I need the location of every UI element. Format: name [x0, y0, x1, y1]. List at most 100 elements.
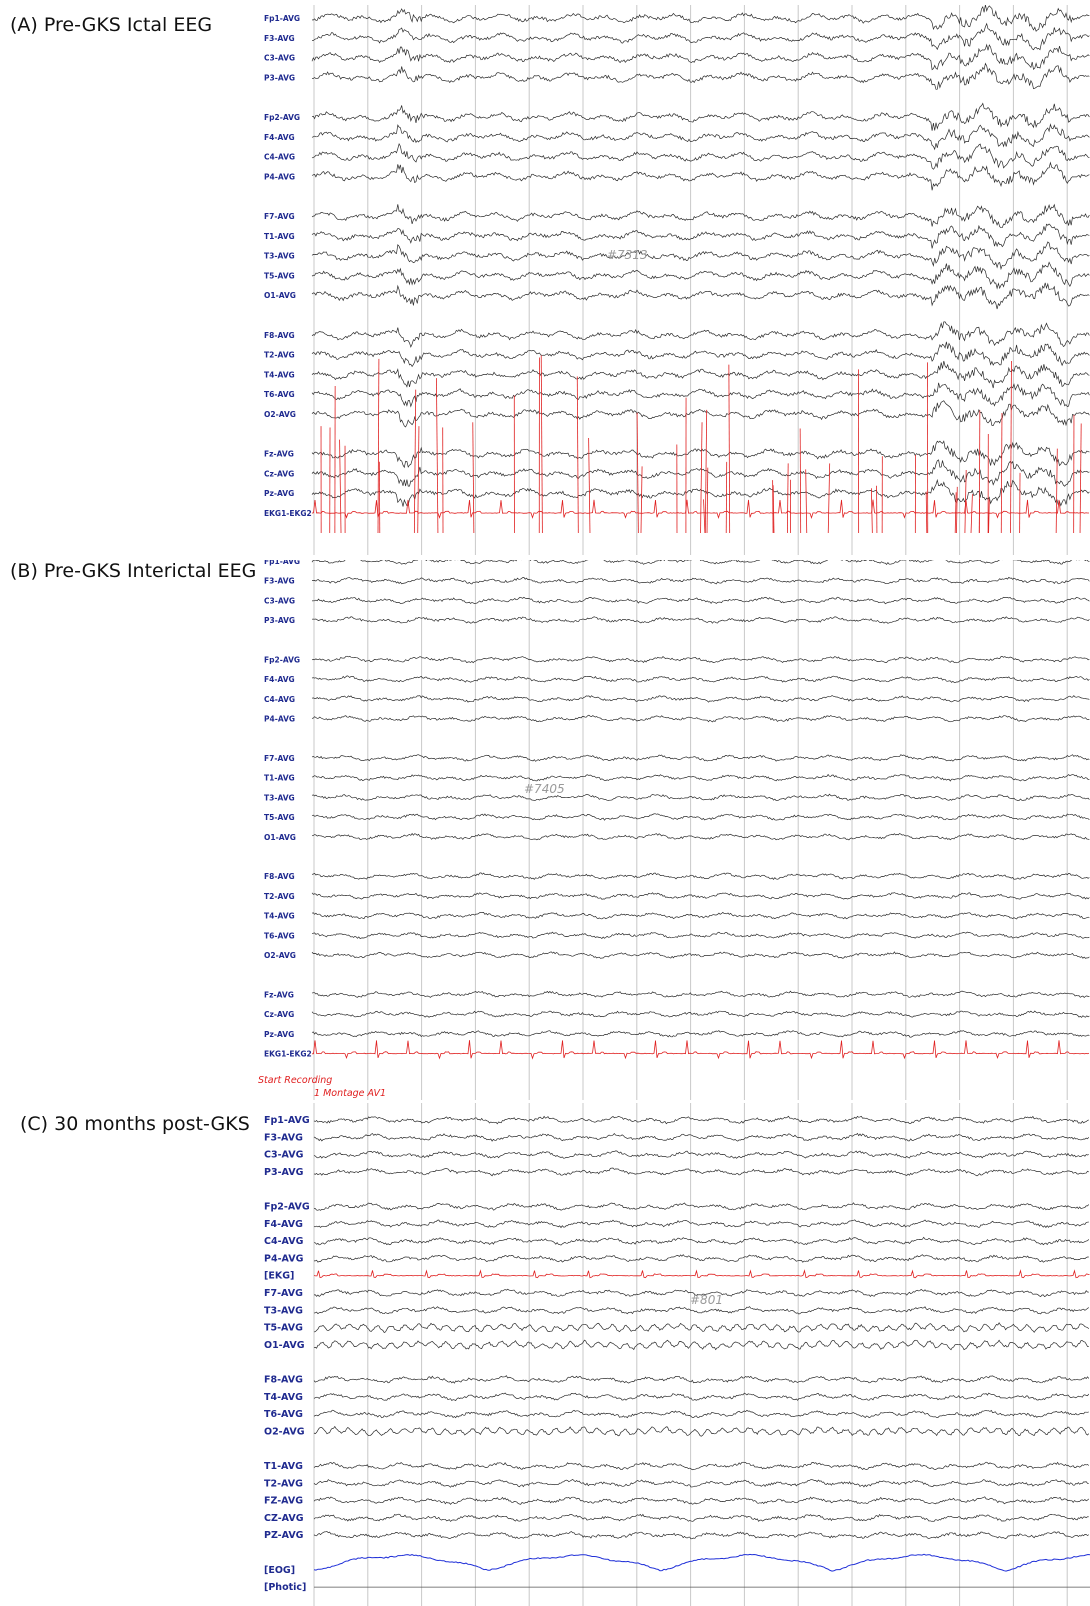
- channel-label: [EKG]: [264, 1271, 294, 1282]
- ekg-artifact-spike: [540, 355, 543, 534]
- channel-label: P4-AVG: [264, 172, 295, 181]
- trace: [311, 142, 1090, 170]
- channel-label: T5-AVG: [264, 271, 295, 280]
- channel-label: F4-AVG: [264, 675, 295, 684]
- channel-label: F3-AVG: [264, 34, 295, 43]
- trace: [313, 1496, 1090, 1505]
- trace: [311, 499, 1089, 520]
- trace: [313, 1478, 1089, 1488]
- ekg-artifact-spike: [436, 378, 439, 534]
- panel-a-title: (A) Pre-GKS Ictal EEG: [10, 14, 213, 36]
- channel-label: C4-AVG: [264, 695, 295, 704]
- trace: [311, 596, 1090, 605]
- trace: [313, 1513, 1089, 1522]
- trace: [311, 382, 1090, 408]
- trace: [311, 341, 1090, 368]
- trace: [311, 478, 1090, 507]
- panel-b-title: (B) Pre-GKS Interictal EEG: [10, 560, 257, 582]
- trace: [311, 560, 1090, 565]
- channel-label: Fz-AVG: [264, 450, 294, 459]
- page-marker-b: #7405: [524, 782, 565, 796]
- trace: [313, 1461, 1090, 1471]
- channel-label: T6-AVG: [264, 390, 295, 399]
- ekg-artifact-spike: [704, 409, 708, 534]
- trace: [311, 62, 1090, 90]
- trace: [311, 203, 1090, 229]
- channel-label: P3-AVG: [264, 1167, 304, 1178]
- channel-label: T1-AVG: [264, 1461, 303, 1472]
- eeg-panel-c: Fp1-AVG F3-AVG C3-AVG P3-AVG Fp2-AVG F4-AVG C4…: [258, 1075, 1090, 1606]
- channel-label: T3-AVG: [264, 252, 295, 261]
- trace: [311, 1040, 1090, 1060]
- channel-label: Fz-AVG: [264, 990, 294, 999]
- trace: [311, 400, 1090, 428]
- ekg-artifact-spike: [728, 364, 731, 534]
- channel-label: O2-AVG: [264, 951, 296, 960]
- trace: [314, 1254, 1089, 1263]
- ekg-artifact-spike: [1055, 448, 1058, 534]
- channel-label: Pz-AVG: [264, 1030, 294, 1039]
- trace: [311, 655, 1090, 664]
- trace: [311, 1010, 1090, 1018]
- ekg-artifact-spike: [700, 422, 703, 534]
- ekg-artifact-spike: [413, 389, 417, 534]
- channel-label: F4-AVG: [264, 133, 295, 142]
- channel-label: Fp1-AVG: [264, 1115, 310, 1126]
- channel-label: T1-AVG: [264, 232, 295, 241]
- channel-label: T2-AVG: [264, 892, 295, 901]
- trace: [311, 813, 1090, 821]
- trace: [311, 951, 1090, 959]
- channel-label: EKG1-EKG2: [264, 1050, 312, 1059]
- channel-label: EKG1-EKG2: [264, 509, 312, 518]
- trace: [311, 282, 1090, 310]
- trace: [311, 675, 1090, 683]
- trace: [311, 22, 1090, 51]
- eeg-traces-c: Fp1-AVG F3-AVG C3-AVG P3-AVG Fp2-AVG F4-AVG C4…: [264, 1103, 1090, 1606]
- channel-label: O2-AVG: [264, 410, 296, 419]
- trace: [311, 990, 1090, 999]
- eeg-traces-b: Fp1-AVG F3-AVG C3-AVG P3-AVG Fp2-AVG F4-AVG C4…: [264, 560, 1090, 1100]
- ekg-artifact-spike: [703, 499, 706, 534]
- ekg-artifact-spike: [640, 466, 643, 534]
- channel-label: CZ-AVG: [264, 1513, 304, 1524]
- trace: [313, 1236, 1090, 1246]
- channel-label: O1-AVG: [264, 833, 296, 842]
- channel-label: F8-AVG: [264, 1375, 303, 1386]
- channel-label: F7-AVG: [264, 212, 295, 221]
- channel-label: F4-AVG: [264, 1219, 303, 1230]
- trace: [311, 892, 1090, 900]
- channel-label: T3-AVG: [264, 793, 295, 802]
- ekg-artifact-spike: [1079, 423, 1082, 534]
- trace: [311, 123, 1090, 151]
- trace: [313, 1132, 1090, 1142]
- trace: [311, 754, 1090, 762]
- channel-label: F8-AVG: [264, 331, 295, 340]
- channel-label: T4-AVG: [264, 912, 295, 921]
- channel-label: F7-AVG: [264, 1288, 303, 1299]
- channel-label: Fp2-AVG: [264, 113, 300, 122]
- ekg-artifact-spike: [377, 358, 380, 534]
- trace: [311, 161, 1090, 191]
- channel-label: O2-AVG: [264, 1426, 305, 1437]
- trace: [313, 1306, 1089, 1315]
- trace: [311, 576, 1090, 585]
- trace: [311, 459, 1090, 487]
- trace: [313, 1425, 1090, 1437]
- channel-label: F8-AVG: [264, 872, 295, 881]
- channel-label: PZ-AVG: [264, 1530, 304, 1541]
- trace: [313, 1531, 1090, 1540]
- channel-label: F7-AVG: [264, 754, 295, 763]
- ekg-artifact-spike: [956, 486, 958, 534]
- channel-label: P4-AVG: [264, 1253, 304, 1264]
- channel-label: T5-AVG: [264, 1323, 303, 1334]
- channel-label: Pz-AVG: [264, 489, 294, 498]
- eeg-panel-a: Fp1-AVG F3-AVG C3-AVG P3-AVG Fp2-AVG F4-AVG C4…: [262, 5, 1090, 555]
- channel-label: [Photic]: [264, 1582, 306, 1593]
- channel-label: T2-AVG: [264, 1478, 303, 1489]
- ekg-artifact-spike: [970, 494, 973, 534]
- channel-label: F3-AVG: [264, 577, 295, 586]
- trace: [313, 1375, 1090, 1384]
- channel-label: T2-AVG: [264, 351, 295, 360]
- channel-label: O1-AVG: [264, 291, 296, 300]
- channel-label: O1-AVG: [264, 1340, 305, 1351]
